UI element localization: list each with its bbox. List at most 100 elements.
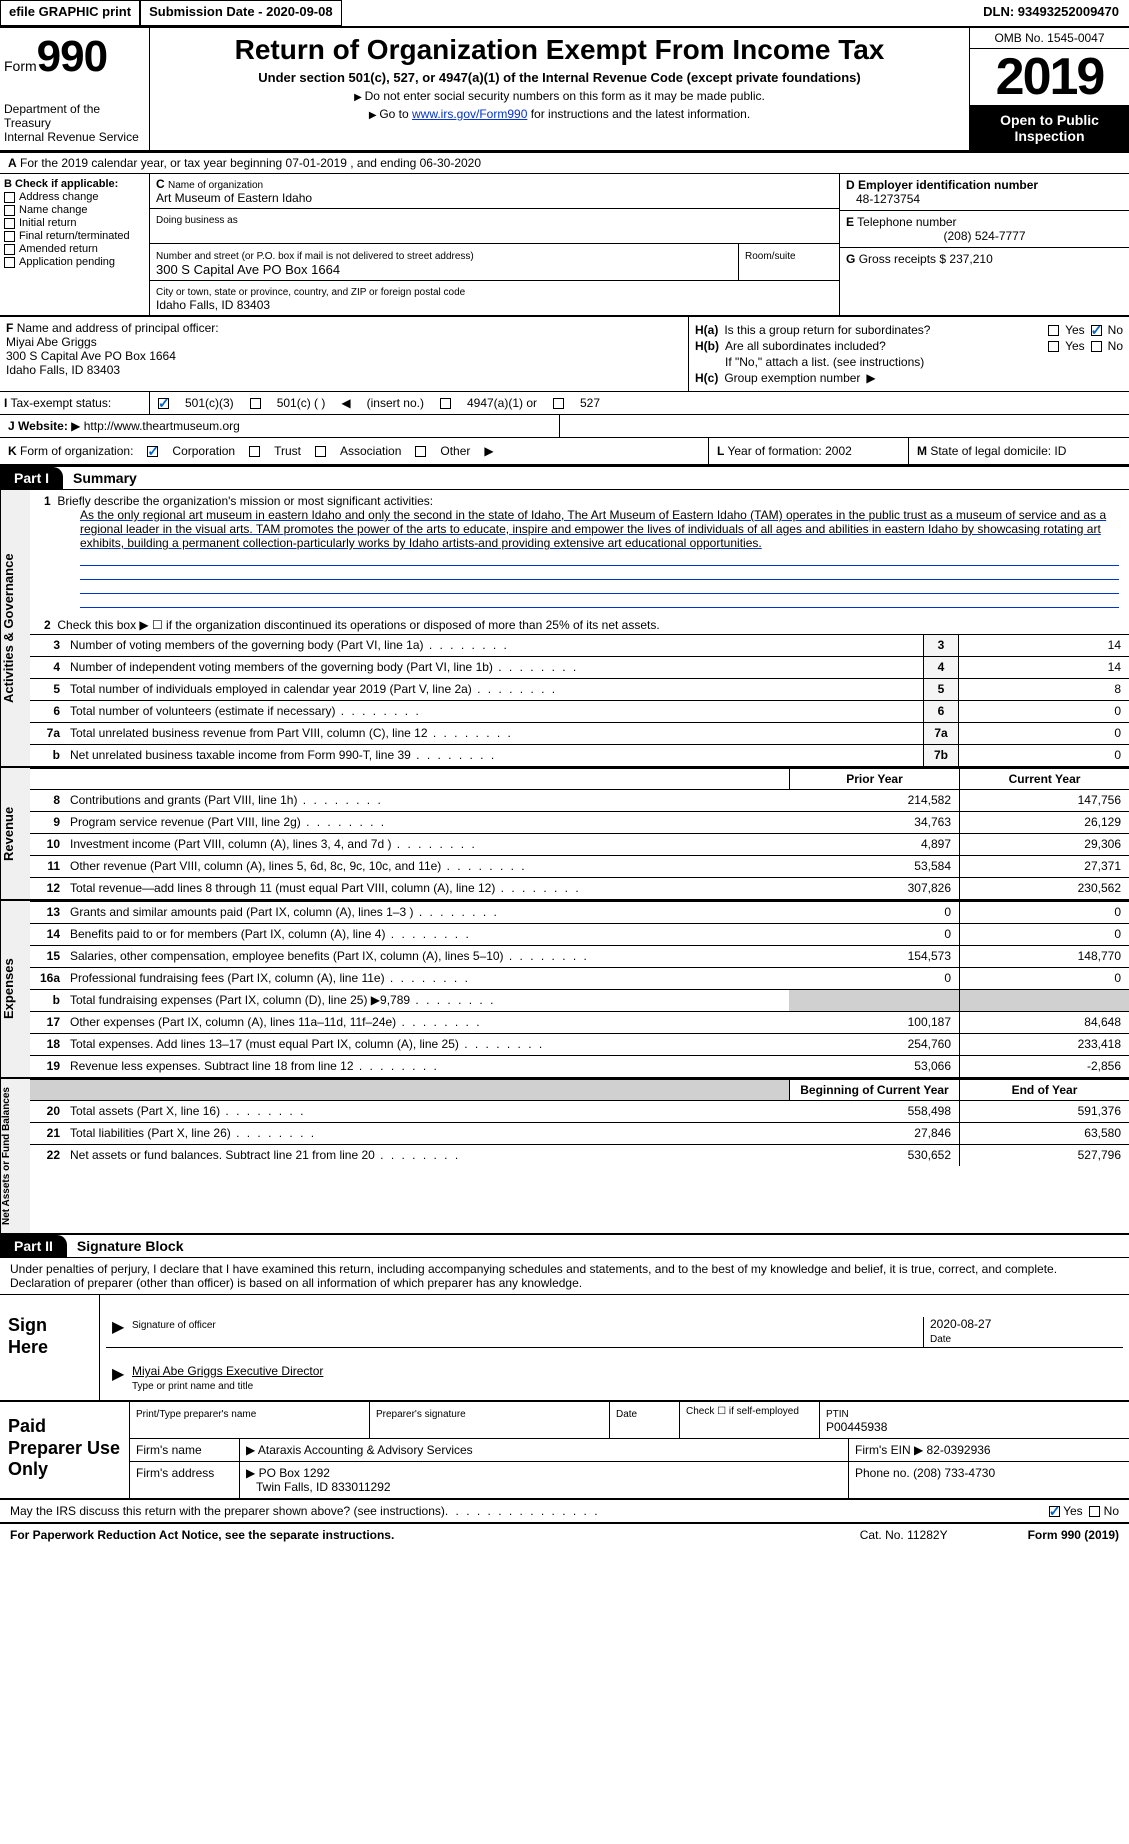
row-22: 22 Net assets or fund balances. Subtract… (30, 1144, 1129, 1166)
paperwork-notice: For Paperwork Reduction Act Notice, see … (10, 1528, 394, 1542)
chk-other[interactable] (415, 446, 426, 457)
dba-label: Doing business as (156, 215, 238, 226)
row-11: 11 Other revenue (Part VIII, column (A),… (30, 855, 1129, 877)
box-b-label: Check if applicable: (15, 178, 118, 190)
row-9: 9 Program service revenue (Part VIII, li… (30, 811, 1129, 833)
blank-line-3 (80, 580, 1119, 594)
vtab-expenses: Expenses (0, 901, 30, 1077)
phone-label: Telephone number (857, 215, 956, 229)
firm-addr1: PO Box 1292 (259, 1466, 330, 1480)
row-i: I Tax-exempt status: 501(c)(3) 501(c) ( … (0, 391, 1129, 415)
goto-post: for instructions and the latest informat… (527, 107, 750, 121)
lbl-insert: (insert no.) (367, 396, 424, 410)
gov-row-5: 5 Total number of individuals employed i… (30, 678, 1129, 700)
website-url: http://www.theartmuseum.org (84, 419, 240, 433)
lbl-corp: Corporation (172, 444, 235, 458)
ha-label: Is this a group return for subordinates? (724, 323, 1042, 337)
officer-addr1: 300 S Capital Ave PO Box 1664 (6, 349, 176, 363)
form-subtitle: Under section 501(c), 527, or 4947(a)(1)… (156, 70, 963, 85)
chk-initial-return[interactable] (4, 218, 15, 229)
officer-name: Miyai Abe Griggs (6, 335, 97, 349)
org-name-label: Name of organization (168, 180, 263, 191)
chk-name-change[interactable] (4, 205, 15, 216)
hb-yes[interactable] (1048, 341, 1059, 352)
officer-group-row: F Name and address of principal officer:… (0, 316, 1129, 391)
form-org-label: Form of organization: (20, 444, 133, 458)
paid-preparer-label: Paid Preparer Use Only (0, 1402, 130, 1498)
row-15: 15 Salaries, other compensation, employe… (30, 945, 1129, 967)
row-16a: 16a Professional fundraising fees (Part … (30, 967, 1129, 989)
chk-4947[interactable] (440, 398, 451, 409)
chk-corp[interactable] (147, 446, 158, 457)
page-footer: For Paperwork Reduction Act Notice, see … (0, 1524, 1129, 1546)
sig-date: 2020-08-27 (930, 1317, 991, 1331)
gov-row-7a: 7a Total unrelated business revenue from… (30, 722, 1129, 744)
perjury-declaration: Under penalties of perjury, I declare th… (0, 1258, 1129, 1295)
tax-year: 2019 (970, 49, 1129, 106)
ha-no[interactable] (1091, 325, 1102, 336)
box-deg: D Employer identification number 48-1273… (839, 174, 1129, 315)
hb-no-lbl: No (1108, 339, 1123, 353)
chk-amended[interactable] (4, 244, 15, 255)
chk-assoc[interactable] (315, 446, 326, 457)
hb-no[interactable] (1091, 341, 1102, 352)
lbl-527: 527 (580, 396, 600, 410)
prior-year-hdr: Prior Year (789, 769, 959, 789)
prep-sig-label: Preparer's signature (376, 1409, 466, 1420)
lbl-final-return: Final return/terminated (19, 230, 130, 242)
form990-link[interactable]: www.irs.gov/Form990 (412, 107, 527, 121)
part2-title: Signature Block (67, 1235, 194, 1257)
section-revenue: Revenue Prior Year Current Year 8 Contri… (0, 768, 1129, 901)
chk-501c[interactable] (250, 398, 261, 409)
gov-row-4: 4 Number of independent voting members o… (30, 656, 1129, 678)
lbl-4947: 4947(a)(1) or (467, 396, 537, 410)
year-form-label: Year of formation: (727, 444, 821, 458)
part1-header: Part I Summary (0, 467, 1129, 490)
lbl-501c: 501(c) ( ) (277, 396, 326, 410)
mission-text: As the only regional art museum in easte… (30, 508, 1129, 552)
sig-arrow-2: ▶ (106, 1364, 126, 1394)
sig-arrow-1: ▶ (106, 1317, 126, 1347)
part2-badge: Part II (0, 1235, 67, 1257)
hb-note: If "No," attach a list. (see instruction… (725, 355, 1123, 369)
chk-trust[interactable] (249, 446, 260, 457)
lbl-assoc: Association (340, 444, 401, 458)
row-17: 17 Other expenses (Part IX, column (A), … (30, 1011, 1129, 1033)
row-k: K Form of organization: Corporation Trus… (0, 438, 1129, 467)
chk-527[interactable] (553, 398, 564, 409)
form-header: Form990 Department of the Treasury Inter… (0, 28, 1129, 153)
omb-number: OMB No. 1545-0047 (970, 28, 1129, 49)
chk-final-return[interactable] (4, 231, 15, 242)
sig-date-label: Date (930, 1334, 951, 1345)
hc-label: Group exemption number (724, 371, 860, 385)
chk-app-pending[interactable] (4, 257, 15, 268)
room-label: Room/suite (745, 251, 796, 262)
tax-status-label: Tax-exempt status: (10, 396, 111, 410)
chk-501c3[interactable] (158, 398, 169, 409)
lbl-amended: Amended return (19, 243, 98, 255)
chk-address-change[interactable] (4, 192, 15, 203)
ha-yes[interactable] (1048, 325, 1059, 336)
vtab-governance: Activities & Governance (0, 490, 30, 766)
org-name: Art Museum of Eastern Idaho (156, 191, 312, 205)
lbl-address-change: Address change (19, 191, 99, 203)
efile-button[interactable]: efile GRAPHIC print (0, 0, 140, 26)
end-year-hdr: End of Year (959, 1080, 1129, 1100)
sign-here-label: Sign Here (0, 1295, 100, 1400)
lbl-other: Other (440, 444, 470, 458)
blank-line-1 (80, 552, 1119, 566)
ha-yes-lbl: Yes (1065, 323, 1085, 337)
current-year-hdr: Current Year (959, 769, 1129, 789)
discuss-yes[interactable] (1049, 1506, 1060, 1517)
officer-typed-name: Miyai Abe Griggs Executive Director (132, 1364, 323, 1378)
ha-no-lbl: No (1108, 323, 1123, 337)
form-number: 990 (37, 32, 107, 81)
phone-value: (208) 524-7777 (846, 229, 1123, 243)
lbl-app-pending: Application pending (19, 256, 115, 268)
discuss-no[interactable] (1089, 1506, 1100, 1517)
row-14: 14 Benefits paid to or for members (Part… (30, 923, 1129, 945)
lbl-initial-return: Initial return (19, 217, 76, 229)
topbar: efile GRAPHIC print Submission Date - 20… (0, 0, 1129, 28)
vtab-netassets: Net Assets or Fund Balances (0, 1079, 30, 1233)
gross-label: Gross receipts $ (859, 252, 946, 266)
